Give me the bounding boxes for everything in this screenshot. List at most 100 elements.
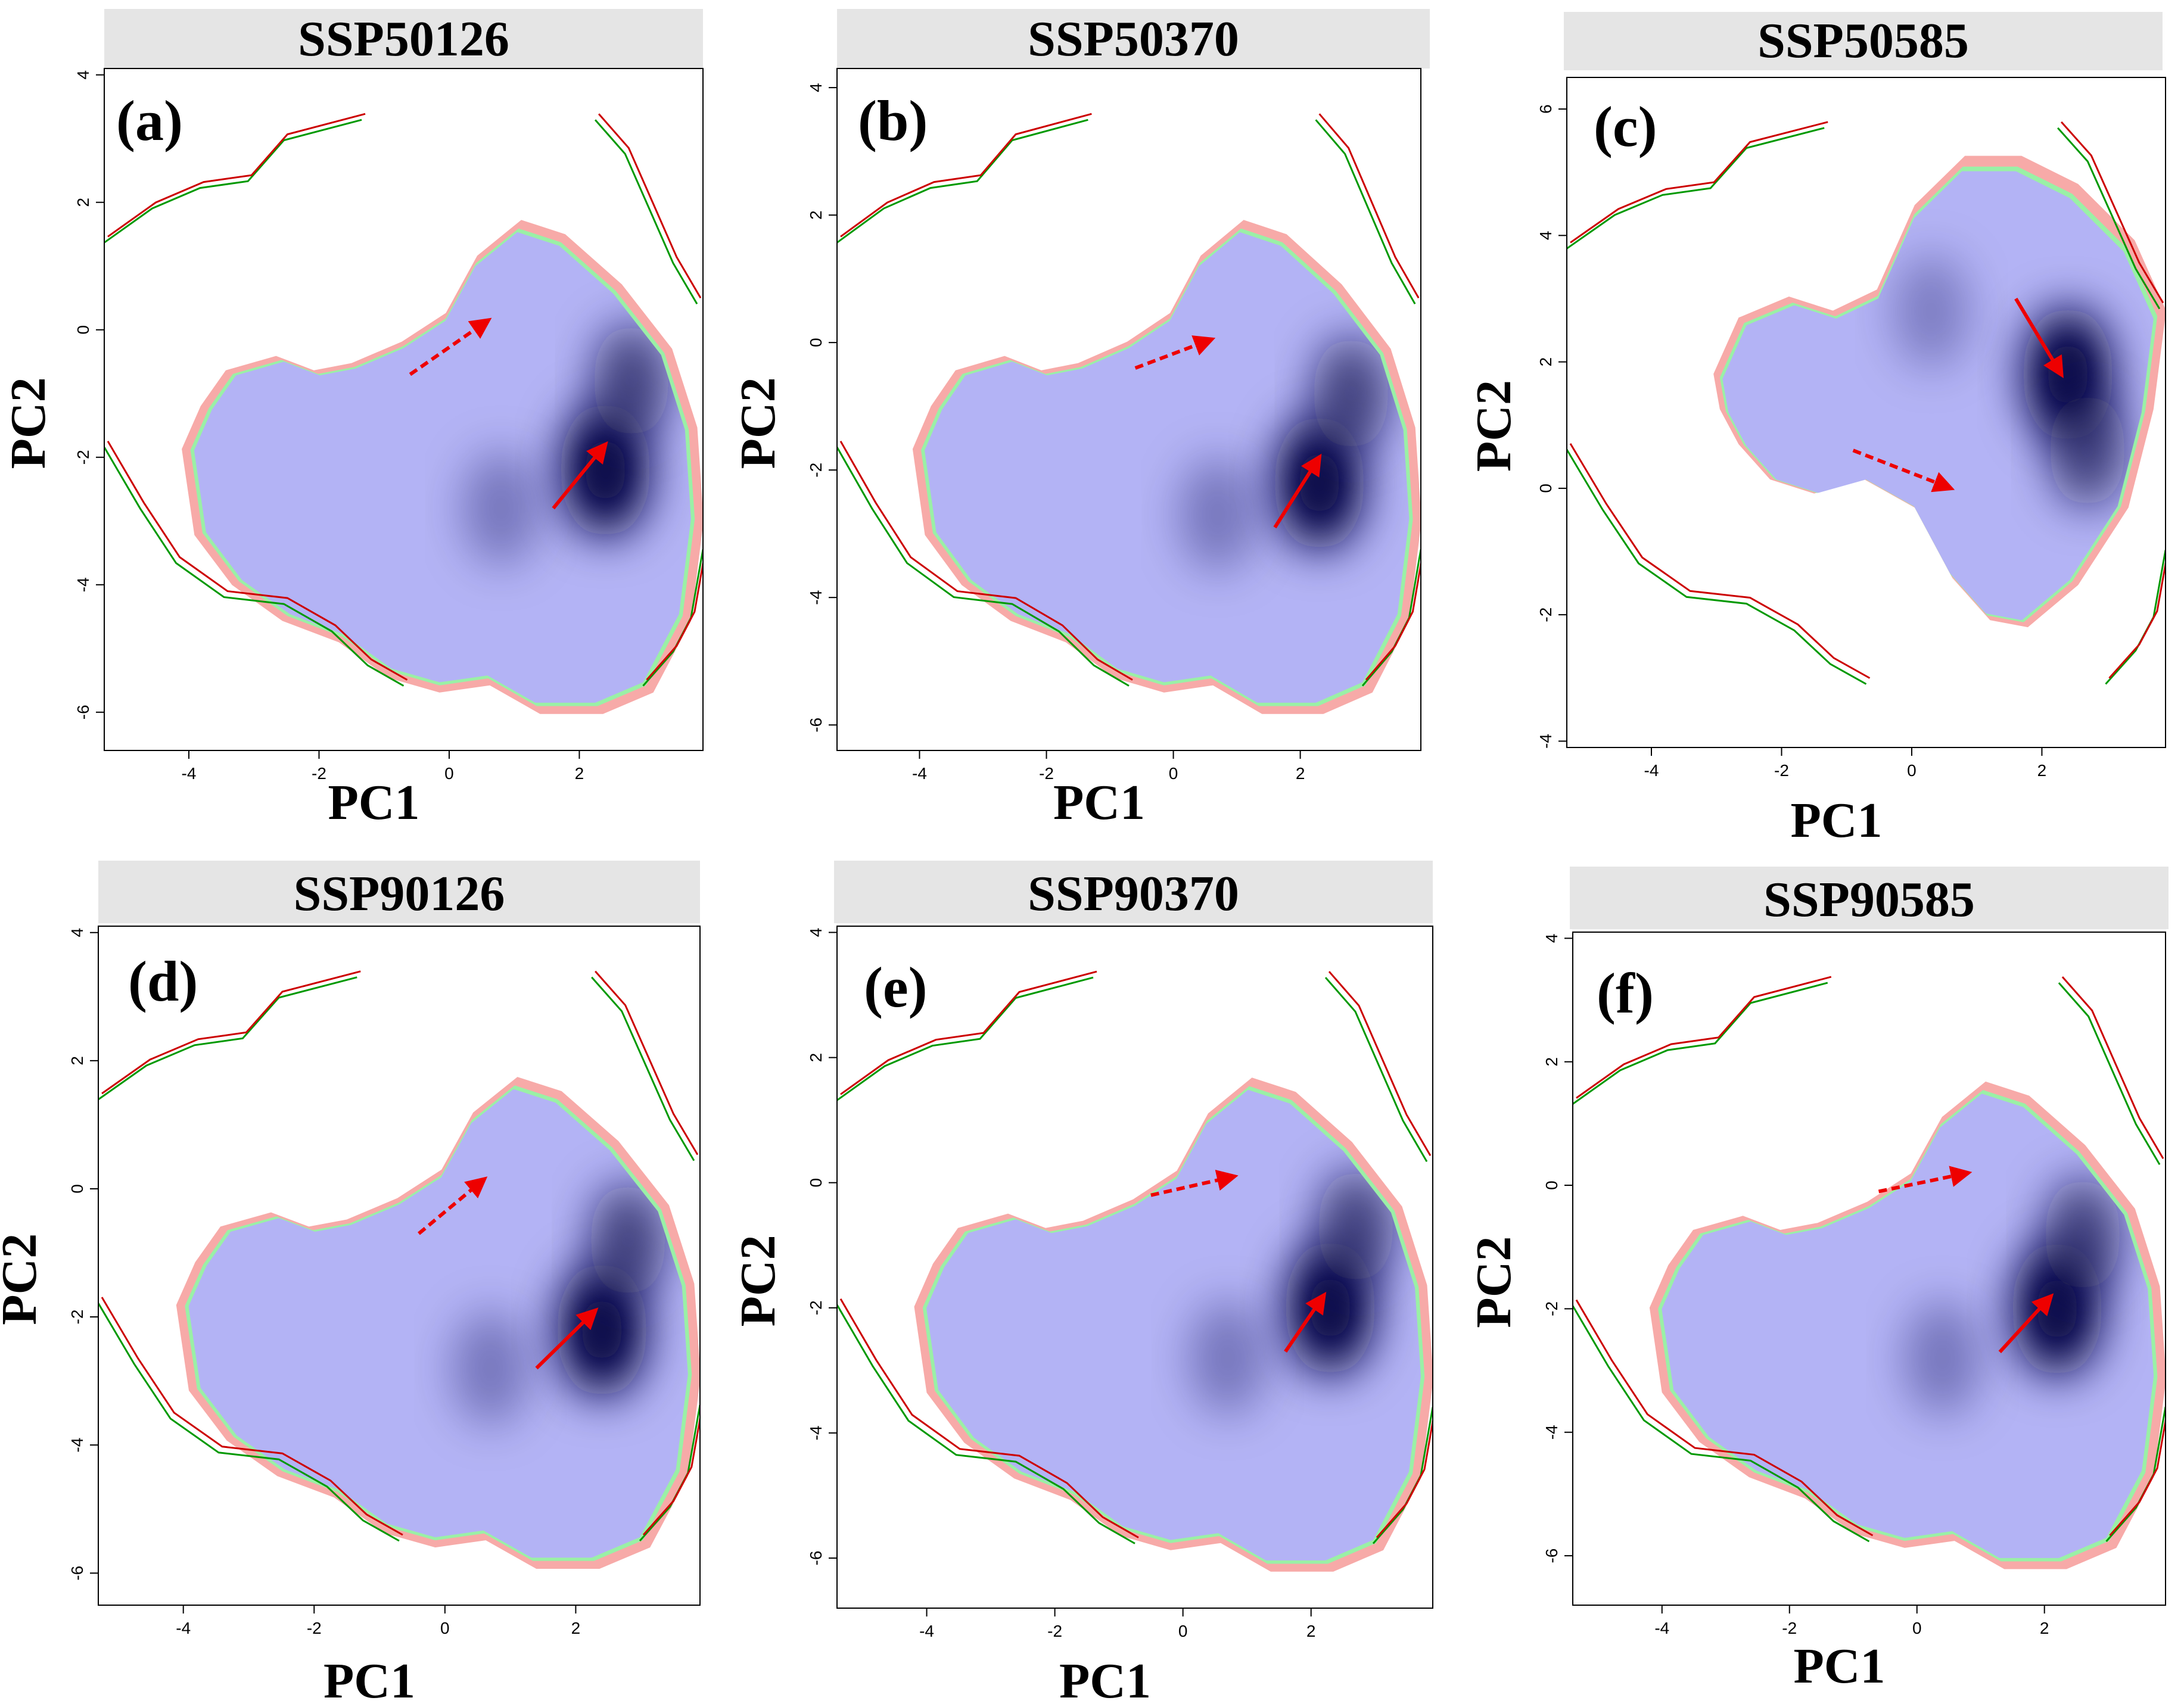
solid-shift-arrow: [1284, 1291, 1327, 1353]
density-peak: [1893, 254, 1970, 369]
y-tick-label: 0: [1536, 484, 1555, 493]
y-tick-label: -4: [1542, 1425, 1561, 1440]
y-tick-label: 4: [74, 70, 92, 80]
x-tick-label: 0: [1907, 761, 1917, 780]
density-peak: [463, 451, 540, 566]
boundary-future-line: [839, 441, 1133, 681]
plot-area: [837, 113, 1421, 714]
solid-shift-arrow: [1998, 1293, 2054, 1353]
boundary-historical-line: [837, 1304, 1135, 1544]
plot-area: [104, 113, 703, 714]
boundary-future-line: [1318, 113, 1420, 299]
boundary-future-line: [2109, 1416, 2166, 1536]
plot-frame: [98, 926, 701, 1606]
y-tick-label: 4: [807, 83, 825, 92]
core-niche-area: [188, 1089, 688, 1558]
boundary-future-line: [107, 113, 366, 238]
y-tick-label: -4: [807, 590, 825, 605]
x-tick-label: -2: [1047, 1622, 1062, 1640]
solid-shift-arrow: [2014, 297, 2064, 378]
plot-frame: [104, 68, 704, 751]
density-layer: [452, 1182, 667, 1426]
panel-tag: (a): [116, 89, 183, 152]
panel-tag: (d): [128, 949, 198, 1013]
plot-frame: [1572, 932, 2166, 1606]
plot-area: [1567, 121, 2166, 685]
boundary-historical-line: [837, 976, 1094, 1101]
boundary-historical-line: [837, 119, 1088, 244]
x-tick-label: -4: [1644, 761, 1659, 780]
dashed-shift-arrow: [409, 317, 492, 376]
x-tick-label: 2: [2040, 1619, 2049, 1637]
y-tick-label: -2: [68, 1310, 86, 1325]
x-tick-label: -4: [176, 1619, 191, 1637]
solid-shift-arrow: [535, 1307, 599, 1370]
boundary-future-line: [1365, 559, 1421, 681]
y-tick-label: 0: [1542, 1180, 1561, 1190]
boundary-future-line: [646, 559, 703, 681]
panel-tag: (b): [858, 89, 928, 152]
x-tick-label: 0: [444, 764, 454, 783]
boundary-historical-line: [837, 447, 1130, 687]
boundary-historical-line: [2058, 982, 2161, 1165]
x-tick-label: 2: [575, 764, 584, 783]
y-tick-label: -6: [68, 1566, 86, 1581]
core-niche-area: [925, 232, 1410, 703]
density-layer: [1180, 336, 1389, 572]
x-tick-label: -2: [1774, 761, 1789, 780]
boundary-future-line: [839, 1298, 1139, 1538]
boundary-future-line: [598, 113, 702, 299]
x-tick-label: -2: [1039, 764, 1054, 783]
y-tick-label: 2: [1536, 357, 1555, 367]
density-peak: [1189, 1300, 1266, 1415]
y-tick-label: -4: [74, 577, 92, 592]
boundary-future-line: [2108, 559, 2166, 679]
y-tick-label: 2: [74, 198, 92, 207]
panel-title: SSP90126: [294, 866, 505, 921]
x-tick-label: 0: [1178, 1622, 1188, 1640]
x-tick-label: -4: [182, 764, 197, 783]
panel-3: SSP50585 -4 -2 0 2 -4 -2 0 2 4 6 (c) PC1 PC2: [1466, 12, 2166, 848]
x-axis-label: PC1: [328, 775, 420, 830]
y-tick-label: 6: [1536, 104, 1555, 114]
panel-title: SSP90585: [1763, 872, 1975, 927]
boundary-future-line: [2060, 121, 2164, 304]
x-axis-label: PC1: [1794, 1639, 1886, 1694]
y-tick-label: 0: [68, 1184, 86, 1194]
boundary-historical-line: [1324, 977, 1428, 1163]
boundary-historical-line: [98, 976, 357, 1101]
boundary-historical-line: [1567, 449, 1867, 685]
panel-title: SSP50126: [298, 11, 509, 67]
core-niche-area: [1722, 171, 2154, 621]
plot-area: [837, 970, 1433, 1572]
density-peak: [1180, 457, 1256, 572]
density-peak: [590, 1182, 667, 1297]
dashed-shift-arrow: [1852, 448, 1955, 493]
x-tick-label: -4: [912, 764, 927, 783]
y-tick-label: 2: [807, 1053, 825, 1063]
plot-area: [98, 970, 700, 1569]
panel-title: SSP50370: [1028, 11, 1239, 67]
panel-tag: (c): [1594, 95, 1657, 158]
panel-tag: (e): [864, 955, 928, 1019]
y-tick-label: -6: [74, 705, 92, 719]
panel-header: [1564, 12, 2163, 70]
boundary-future-line: [1570, 121, 1828, 244]
x-tick-label: 2: [1296, 764, 1305, 783]
y-tick-label: -2: [1536, 608, 1555, 622]
boundary-historical-line: [591, 976, 695, 1161]
plot-frame: [836, 68, 1421, 751]
boundary-historical-line: [594, 119, 698, 305]
x-tick-label: -2: [312, 764, 326, 783]
solid-shift-arrow: [1273, 453, 1322, 529]
y-tick-label: 2: [807, 210, 825, 220]
density-peak: [1317, 1169, 1394, 1284]
boundary-future-line: [101, 1297, 403, 1536]
y-tick-label: -6: [807, 718, 825, 733]
density-layer: [1189, 1169, 1394, 1415]
boundary-future-line: [2061, 976, 2164, 1159]
y-tick-label: -4: [1536, 734, 1555, 749]
y-tick-label: 0: [807, 1178, 825, 1188]
boundary-historical-line: [1573, 1305, 1870, 1543]
density-peak-core: [585, 439, 626, 501]
